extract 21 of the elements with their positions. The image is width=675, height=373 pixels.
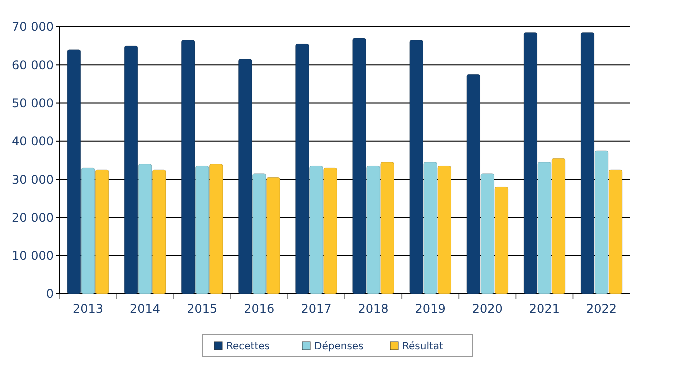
y-tick-label: 0 [46, 287, 54, 302]
x-tick-label: 2016 [244, 302, 275, 316]
y-tick-label: 60 000 [12, 58, 54, 72]
x-tick-label: 2018 [358, 302, 389, 316]
x-tick-label: 2019 [415, 302, 446, 316]
y-tick-label: 50 000 [12, 96, 54, 110]
x-tick-label: 2015 [187, 302, 218, 316]
legend-label: Dépenses [314, 342, 364, 352]
x-tick-label: 2022 [586, 302, 618, 316]
x-tick-label: 2021 [529, 302, 560, 316]
y-tick-label: 30 000 [12, 172, 54, 187]
y-tick-label: 20 000 [12, 210, 54, 225]
x-tick-label: 2013 [72, 302, 104, 316]
y-tick-label: 70 000 [12, 20, 54, 34]
x-tick-label: 2014 [130, 302, 161, 316]
y-tick-label: 10 000 [12, 249, 54, 264]
legend-label: Résultat [402, 342, 444, 352]
x-tick-label: 2020 [472, 302, 503, 316]
y-tick-label: 40 000 [12, 134, 54, 149]
legend-label: Recettes [226, 342, 270, 352]
x-tick-label: 2017 [301, 302, 332, 316]
